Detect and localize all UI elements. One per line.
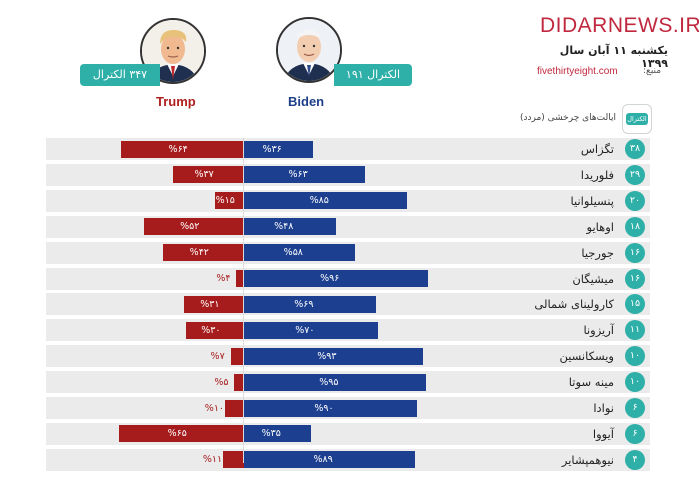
state-name: جورجیا [581, 245, 614, 260]
trump-value-label: %۶۵ [167, 428, 187, 440]
electoral-votes-badge: ۳۸ [625, 139, 645, 159]
biden-value-label: %۶۳ [288, 169, 308, 181]
trump-bar [234, 373, 244, 391]
biden-bar [244, 166, 365, 184]
trump-value-label: %۱۵ [215, 195, 235, 207]
trump-value-label: %۱۱ [202, 454, 223, 466]
biden-value-label: %۹۳ [317, 350, 337, 362]
state-name: مینه سوتا [568, 375, 614, 390]
biden-value-label: %۴۸ [274, 221, 294, 233]
trump-bar [172, 166, 244, 184]
electoral-column-header: الکترال [622, 104, 652, 134]
trump-value-label: %۳۷ [194, 169, 214, 181]
trump-value-label: %۷ [210, 350, 225, 362]
state-name: ویسکانسین [559, 349, 614, 364]
electoral-votes-badge: ۱۸ [625, 216, 645, 237]
state-name: کارولینای شمالی [534, 297, 614, 312]
biden-bar [244, 321, 379, 339]
trump-electoral-badge: ۳۴۷ الکترال [80, 64, 160, 86]
biden-bar [244, 192, 408, 210]
state-name: میشیگان [572, 271, 614, 286]
source-label: منبع: [643, 66, 662, 76]
biden-value-label: %۹۶ [320, 273, 340, 284]
biden-bar [244, 295, 377, 313]
publish-date: یکشنبه ۱۱ آبان سال ۱۳۹۹ [559, 44, 668, 70]
biden-value-label: %۳۶ [262, 143, 282, 155]
trump-value-label: %۵۲ [180, 221, 200, 233]
biden-bar [244, 399, 417, 417]
trump-bar [144, 218, 244, 236]
biden-value-label: %۹۰ [314, 402, 334, 414]
trump-bar [222, 451, 244, 469]
biden-bar [244, 373, 427, 391]
biden-value-label: %۷۰ [295, 324, 315, 336]
state-name: آریزونا [583, 323, 614, 338]
site-brand: DIDARNEWS.IR [540, 14, 699, 37]
biden-value-label: %۶۹ [294, 298, 314, 310]
trump-bar [236, 270, 244, 287]
state-name: اوهایو [586, 219, 614, 234]
trump-bar [163, 244, 244, 262]
electoral-votes-badge: ۲۹ [625, 164, 645, 185]
biden-value-label: %۸۵ [309, 195, 329, 207]
biden-portrait-icon [276, 17, 342, 83]
source-link[interactable]: fivethirtyeight.com [537, 66, 618, 77]
electoral-votes-badge: ۲۰ [625, 190, 645, 211]
state-name: پنسیلوانیا [570, 193, 614, 208]
state-name: فلوریدا [580, 167, 614, 182]
biden-value-label: %۵۸ [283, 247, 303, 259]
state-name: نوادا [593, 401, 614, 415]
biden-name: Biden [288, 94, 325, 109]
trump-bar [224, 399, 244, 417]
electoral-column-label: الکترال [626, 113, 648, 125]
trump-bar [230, 347, 244, 365]
biden-electoral-badge: الکترال ۱۹۱ [334, 64, 412, 86]
electoral-votes-badge: ۴ [625, 449, 645, 470]
trump-value-label: %۶۴ [168, 143, 188, 155]
biden-bar [244, 244, 356, 262]
electoral-votes-badge: ۱۱ [625, 320, 645, 341]
biden-value-label: %۸۹ [313, 454, 333, 466]
trump-bar [184, 295, 244, 313]
biden-bar [244, 218, 337, 236]
electoral-votes-badge: ۱۶ [625, 242, 645, 263]
state-name: آیووا [592, 426, 614, 441]
biden-bar [244, 140, 314, 158]
trump-value-label: %۵ [214, 376, 229, 388]
electoral-votes-badge: ۶ [625, 398, 645, 418]
trump-bar [119, 425, 244, 443]
trump-bar [121, 140, 244, 158]
electoral-votes-badge: ۶ [625, 423, 645, 444]
states-column-header: ایالت‌های چرخشی (مردد) [519, 113, 616, 123]
trump-name: Trump [156, 94, 196, 109]
state-name: تگزاس [580, 142, 614, 156]
trump-value-label: %۱۰ [204, 402, 225, 414]
biden-bar [244, 451, 415, 469]
state-name: نیوهمپشایر [561, 452, 614, 467]
electoral-votes-badge: ۱۶ [625, 268, 645, 289]
electoral-votes-badge: ۱۰ [625, 372, 645, 393]
electoral-votes-badge: ۱۵ [625, 294, 645, 315]
trump-value-label: %۳۰ [201, 324, 221, 336]
trump-bar [215, 192, 244, 210]
biden-bar [244, 347, 423, 365]
trump-value-label: %۴ [216, 273, 231, 284]
biden-value-label: %۹۵ [319, 376, 339, 388]
trump-bar [186, 321, 244, 339]
biden-bar [244, 270, 429, 287]
biden-bar [244, 425, 312, 443]
trump-value-label: %۴۲ [189, 247, 209, 259]
electoral-votes-badge: ۱۰ [625, 346, 645, 367]
biden-value-label: %۳۵ [261, 428, 281, 440]
center-divider [243, 138, 244, 463]
trump-value-label: %۳۱ [200, 298, 220, 310]
